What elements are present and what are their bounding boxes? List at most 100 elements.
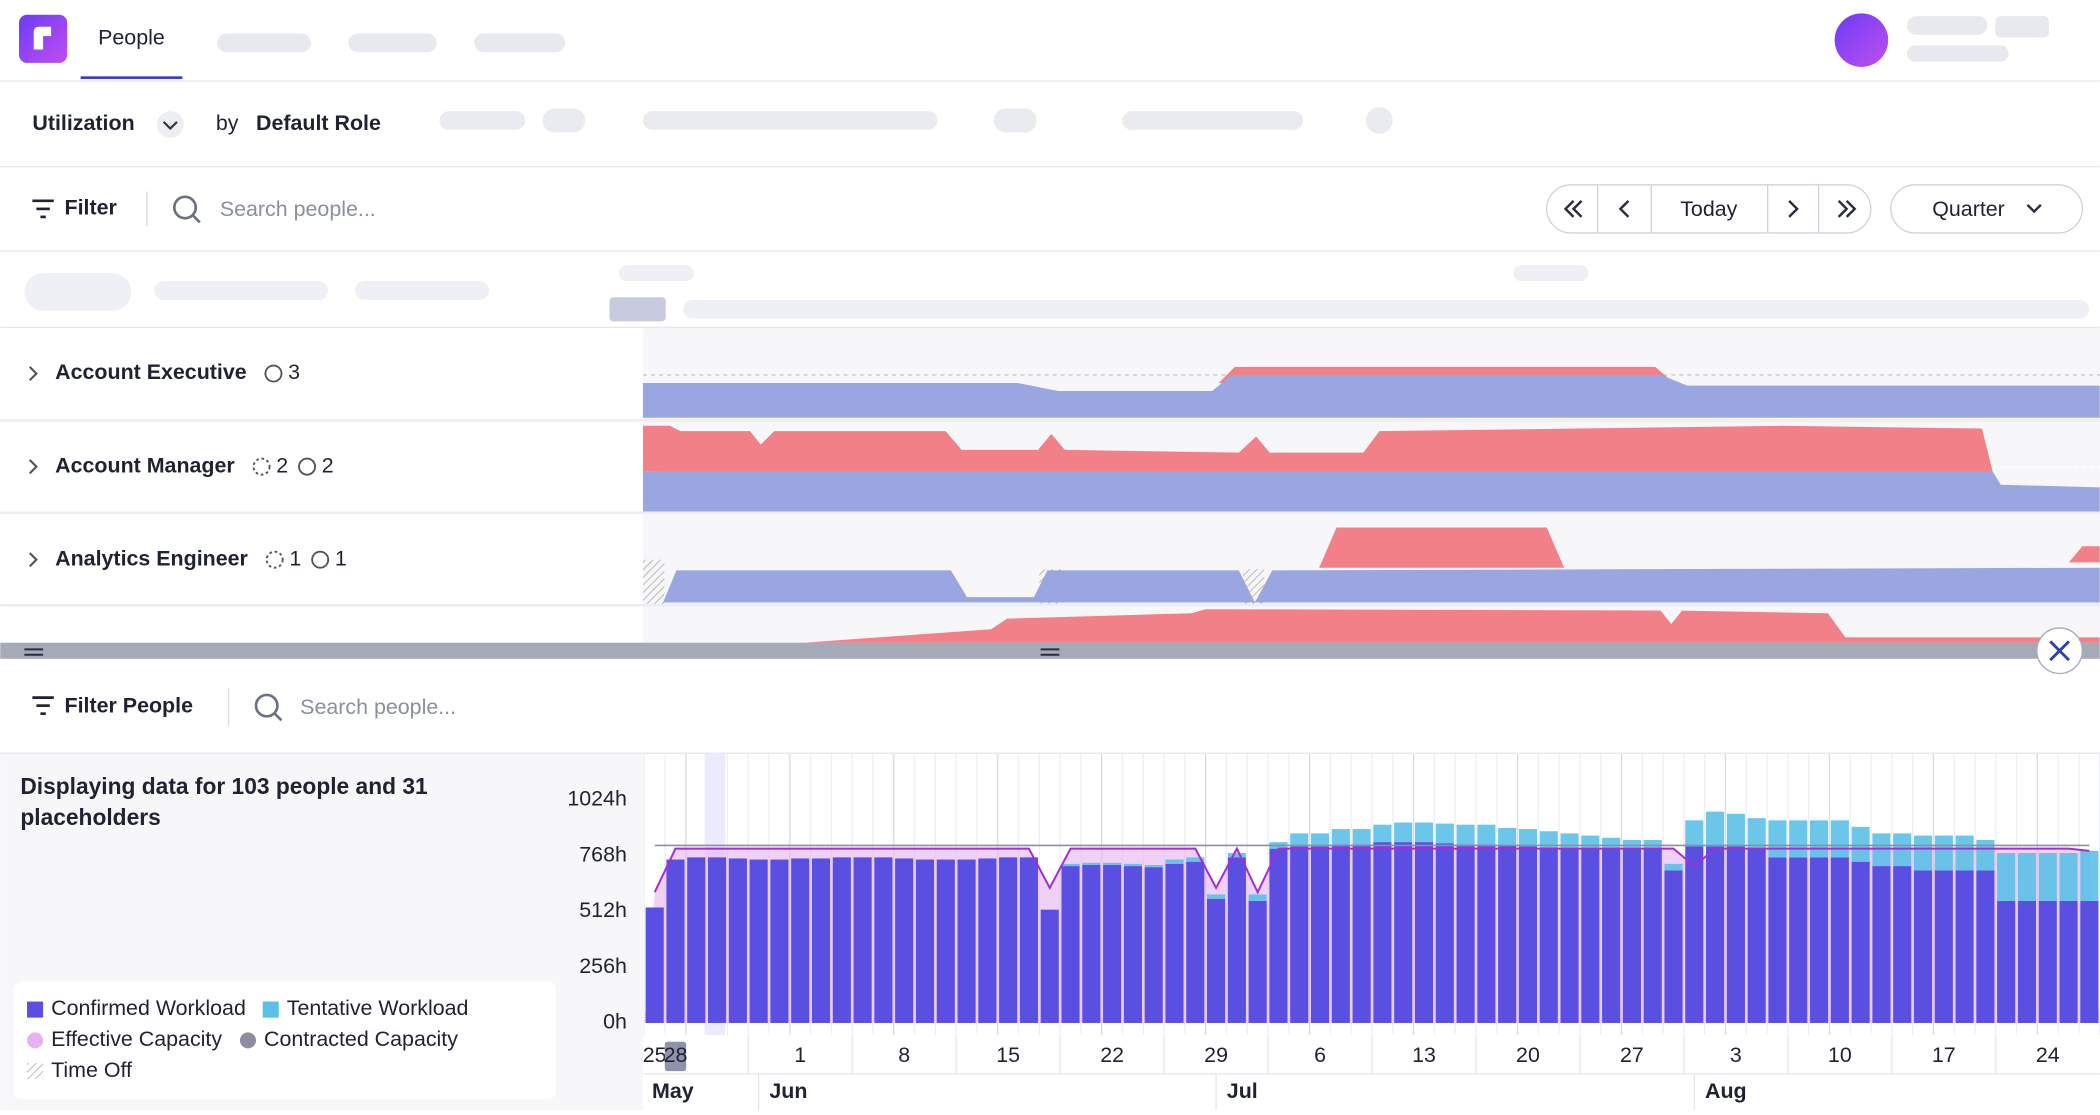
- tentative-bar: [1061, 863, 1080, 867]
- confirmed-bar: [645, 907, 664, 1023]
- legend-label: Confirmed Workload: [51, 996, 246, 1020]
- tentative-bar: [1976, 839, 1995, 871]
- nav-group: [1546, 184, 1872, 234]
- confirmed-bar: [1976, 870, 1995, 1023]
- splitter-handles: [24, 648, 1060, 656]
- tentative-bar: [1331, 829, 1350, 845]
- confirmed-bar: [1019, 857, 1039, 1023]
- timeline-rows: [0, 328, 2100, 643]
- group-select[interactable]: Default Role: [256, 111, 381, 135]
- confirmed-bar: [791, 858, 810, 1023]
- confirmed-bar: [728, 858, 747, 1023]
- tentative-bar: [1997, 853, 2016, 901]
- tentative-bar: [1872, 833, 1891, 867]
- tentative-bar: [2017, 853, 2037, 901]
- tentative-bar: [1955, 835, 1974, 871]
- filter-icon: [32, 199, 54, 219]
- confirmed-bar: [1685, 846, 1704, 1023]
- confirmed-bar: [1934, 870, 1953, 1023]
- confirmed-bar: [1498, 845, 1517, 1023]
- confirmed-bar: [1061, 866, 1080, 1023]
- close-icon: [2049, 640, 2070, 662]
- row-name: Account Manager: [55, 453, 235, 477]
- row-name: Account Executive: [55, 360, 247, 384]
- tentative-bar: [1602, 837, 1621, 849]
- confirmed-bar: [1435, 843, 1454, 1023]
- chevron: [162, 121, 178, 131]
- today-button[interactable]: Today: [1680, 197, 1737, 221]
- view-select[interactable]: Utilization: [32, 111, 134, 135]
- tentative-bar: [1186, 857, 1205, 862]
- confirmed-bar: [874, 857, 893, 1023]
- confirmed-bar: [1830, 857, 1849, 1023]
- nav-arrows[interactable]: [1563, 199, 1857, 218]
- confirmed-bar: [708, 857, 727, 1023]
- splitter[interactable]: [0, 642, 2100, 659]
- confirmed-bar: [2059, 900, 2078, 1023]
- search-icon: [254, 693, 279, 718]
- period-button[interactable]: [1890, 184, 2084, 234]
- month-label: May: [652, 1079, 694, 1103]
- confirmed-bar: [1560, 848, 1579, 1023]
- nav-separators: [1596, 184, 1820, 233]
- blurred-nav: [217, 16, 2049, 62]
- tentative-bar: [1248, 894, 1267, 901]
- x-tick-label: 3: [1730, 1043, 1742, 1067]
- expand-icon[interactable]: [28, 552, 38, 568]
- confirmed-bar: [1768, 857, 1787, 1023]
- tentative-bar: [1643, 839, 1662, 849]
- nav-tab[interactable]: People: [98, 25, 165, 49]
- search-input[interactable]: Search people...: [300, 695, 456, 719]
- confirmed-bar: [895, 858, 914, 1023]
- month-label: Jun: [769, 1079, 807, 1103]
- x-tick-label: 29: [1204, 1043, 1228, 1067]
- filter-button[interactable]: Filter: [65, 196, 117, 220]
- confirmed-bar: [832, 857, 851, 1023]
- x-tick-label: 25: [643, 1043, 667, 1067]
- confirmed-bar: [1581, 848, 1600, 1023]
- tentative-bar: [1082, 862, 1101, 866]
- tentative-bar: [1394, 822, 1413, 843]
- y-tick-label: 1024h: [567, 787, 627, 811]
- divider: [0, 250, 2100, 252]
- confirmed-bar: [811, 858, 831, 1023]
- confirmed-bar: [1789, 857, 1808, 1023]
- confirmed-bar: [1893, 866, 1912, 1023]
- tentative-bar: [1539, 831, 1558, 848]
- confirmed-bar: [1622, 848, 1641, 1023]
- confirmed-bar: [1186, 861, 1205, 1023]
- y-tick-label: 256h: [579, 954, 627, 978]
- confirmed-bar: [1518, 846, 1538, 1023]
- legend-swatch: [27, 1032, 44, 1049]
- placeholder-icon: [265, 550, 284, 569]
- period-label: Quarter: [1932, 197, 2005, 221]
- dropdown[interactable]: [156, 111, 184, 138]
- chevron: [2026, 204, 2042, 214]
- confirmed-bar: [1997, 900, 2016, 1023]
- confirmed-bar: [2038, 900, 2057, 1023]
- confirmed-bar: [1144, 867, 1163, 1023]
- confirmed-bar: [1539, 847, 1558, 1023]
- expand-icon[interactable]: [28, 366, 38, 382]
- legend-label: Effective Capacity: [51, 1027, 222, 1051]
- confirmed-bar: [1394, 842, 1413, 1023]
- x-tick-label: 1: [794, 1043, 806, 1067]
- separator: [227, 688, 230, 726]
- tentative-bar: [1103, 862, 1122, 866]
- tentative-bar: [1789, 820, 1808, 858]
- tentative-bar: [1290, 833, 1309, 847]
- tentative-bar: [1165, 859, 1184, 864]
- avatar[interactable]: [1834, 13, 1889, 67]
- search-input[interactable]: Search people...: [220, 197, 376, 221]
- x-tick-label: 10: [1828, 1043, 1852, 1067]
- confirmed-bar: [687, 857, 706, 1023]
- tentative-bar: [1934, 835, 1953, 871]
- confirmed-bar: [666, 859, 685, 1023]
- tentative-bar: [1581, 835, 1600, 849]
- expand-icon[interactable]: [28, 459, 38, 475]
- confirmed-bar: [770, 859, 789, 1023]
- legend-label: Tentative Workload: [287, 996, 469, 1020]
- separator: [146, 191, 148, 227]
- filter-people-button[interactable]: Filter People: [65, 694, 194, 718]
- tentative-bar: [1373, 824, 1392, 843]
